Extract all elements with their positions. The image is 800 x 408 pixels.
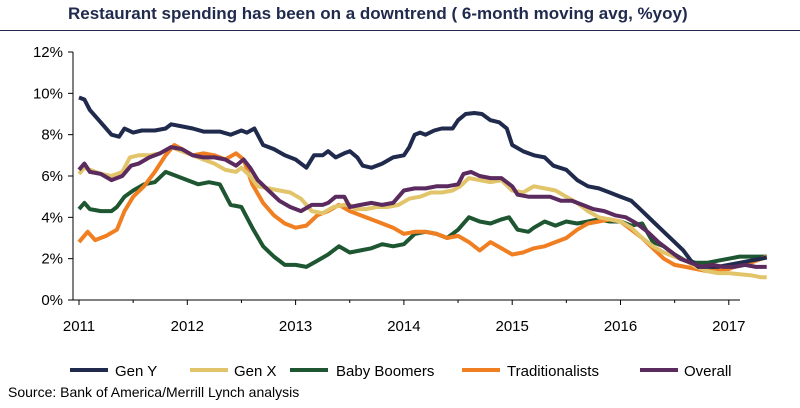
- title-rule: [0, 30, 800, 31]
- x-tick-label: 2012: [171, 318, 204, 335]
- x-tick-label: 2011: [63, 318, 95, 335]
- x-tick-label: 2014: [387, 318, 420, 335]
- legend: Gen Y Gen X Baby Boomers Traditionalists Ove…: [70, 363, 732, 380]
- legend-label-overall: Overall: [684, 363, 732, 380]
- x-tick-label: 2016: [604, 318, 637, 335]
- y-tick-label: 0%: [41, 292, 63, 309]
- legend-label-gen-x: Gen X: [234, 363, 277, 380]
- y-tick-label: 2%: [41, 251, 63, 268]
- x-tick-label: 2015: [496, 318, 529, 335]
- legend-label-traditionalists: Traditionalists: [507, 363, 599, 380]
- series-layer: [77, 95, 768, 280]
- legend-label-gen-y: Gen Y: [115, 363, 157, 380]
- x-tick-label: 2013: [279, 318, 312, 335]
- y-tick-label: 4%: [41, 209, 63, 226]
- chart-title: Restaurant spending has been on a downtr…: [68, 4, 688, 23]
- y-tick-label: 12%: [33, 44, 63, 61]
- y-tick-label: 6%: [41, 168, 63, 185]
- x-tick-label: 2017: [712, 318, 745, 335]
- legend-label-baby-boomers: Baby Boomers: [336, 363, 434, 380]
- y-tick-label: 8%: [41, 127, 63, 144]
- x-axis: 2011 2012 2013 2014 2015 2016 2017: [63, 299, 745, 335]
- series-line-overall: [77, 145, 767, 269]
- source-note: Source: Bank of America/Merrill Lynch an…: [8, 384, 300, 400]
- y-axis: 0% 2% 4% 6% 8% 10% 12%: [33, 44, 74, 309]
- series-line-gen-y: [78, 95, 768, 269]
- y-tick-label: 10%: [33, 85, 63, 102]
